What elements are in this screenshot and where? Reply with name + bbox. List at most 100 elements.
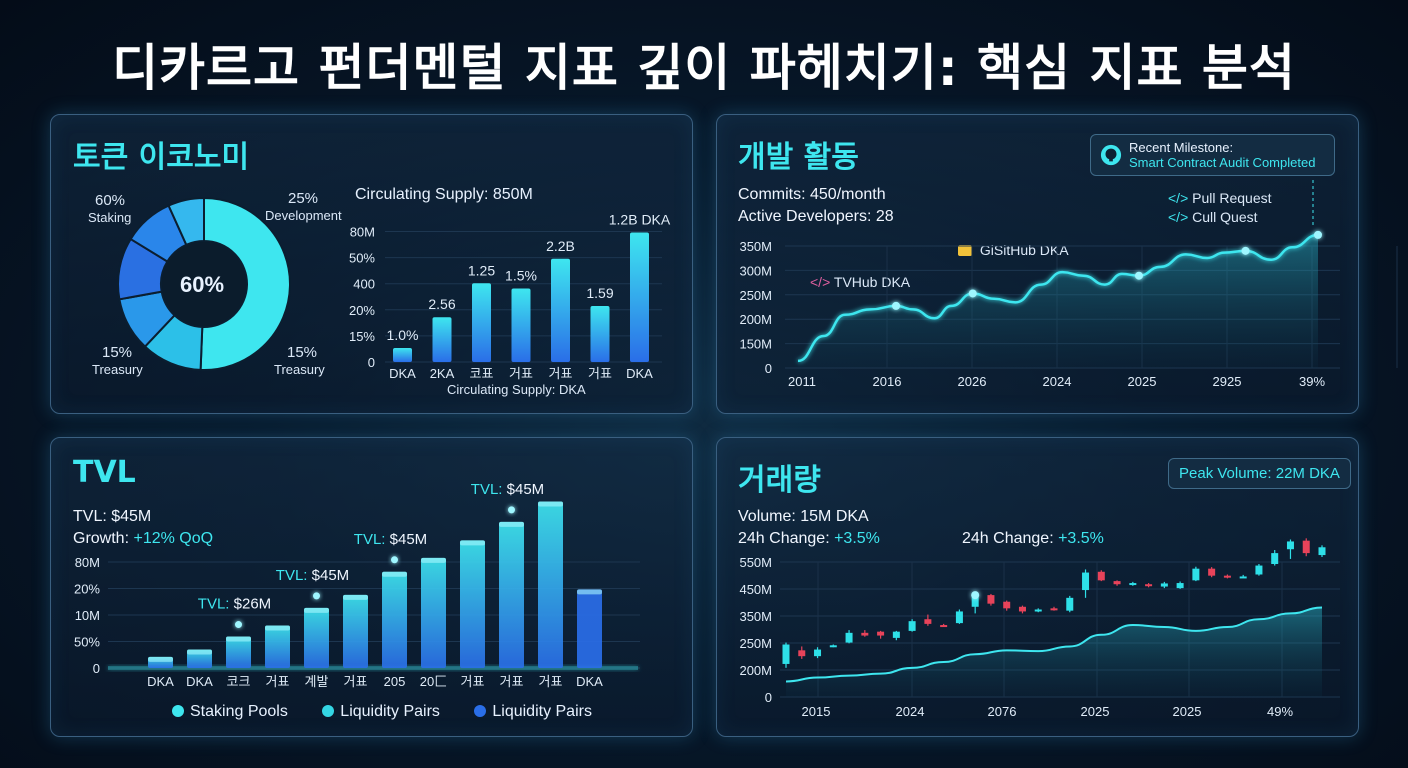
vol-candle-body (814, 649, 822, 657)
tvl-ytick-label: 20% (74, 582, 100, 597)
donut-label-development: Development (265, 208, 342, 223)
dev-xtick-label: 2011 (788, 374, 816, 389)
tvl-bar (421, 557, 446, 668)
vol-ytick-label: 350M (739, 609, 772, 624)
tvl-bar (265, 625, 290, 668)
token-panel-title: 토큰 이코노미 (73, 140, 250, 175)
vol-candle-body (1160, 583, 1168, 587)
dev-xtick-label: 2026 (958, 374, 987, 389)
supply-category-label: 거표 (588, 366, 612, 381)
supply-bar-label: 1.59 (586, 285, 613, 301)
vol-xtick-label: 2025 (1081, 704, 1110, 719)
vol-candle-body (892, 631, 900, 638)
tvl-stat: TVL: $45M (73, 508, 152, 525)
vol-xtick-label: 2015 (802, 704, 831, 719)
tvl-annotation-prefix: TVL: (354, 531, 390, 548)
donut-hole (162, 242, 246, 326)
cull-quest-label: Cull Quest (1192, 209, 1258, 225)
tvl-category-label: 거표 (500, 674, 524, 689)
tvl-baseline (108, 666, 638, 670)
vol-candle-body (971, 596, 979, 607)
tvl-legend: Staking Pools Liquidity Pairs Liquidity … (172, 703, 592, 721)
tvl-category-label: DKA (186, 674, 213, 689)
tvl-panel (50, 437, 693, 737)
tvhub-tag-label: TVHub DKA (833, 274, 911, 290)
tvl-annotation-prefix: TVL: (276, 567, 312, 584)
supply-category-label: 거표 (509, 366, 533, 381)
vol-candle-body (1113, 581, 1121, 585)
tvl-bar-cap (460, 540, 485, 546)
tvl-bar (382, 571, 407, 668)
tvl-category-label: 계발 (305, 674, 329, 689)
legend-dot-icon (474, 705, 487, 717)
change-label: 24h Change: (738, 530, 835, 547)
supply-bar-label: 1.0% (387, 327, 419, 343)
supply-bar-label: 1.2B DKA (609, 212, 671, 228)
vol-candle-body (1003, 601, 1011, 609)
donut-slice-staking (167, 196, 205, 247)
supply-label: Circulating Supply: 850M (355, 186, 533, 203)
vol-candle-body (1302, 540, 1310, 554)
tvl-bar-cap (187, 649, 212, 655)
growth-stat: Growth: +12% QoQ (73, 530, 213, 548)
tvl-annotation-dot (508, 506, 515, 514)
tvl-category-label: 거표 (266, 674, 290, 689)
supply-category-label: DKA (626, 366, 653, 381)
vol-candle-body (845, 632, 853, 643)
vol-candle-body (924, 619, 932, 624)
tvl-annotation-dot (235, 621, 242, 629)
tvl-annotation-label: TVL: $45M (354, 531, 427, 548)
tvl-annotation-value: $26M (234, 596, 272, 613)
vol-candle-body (940, 625, 948, 628)
tvl-bar-cap (343, 594, 368, 600)
vol-candle-body (1192, 568, 1200, 581)
donut-label-treasury-left: Treasury (92, 362, 143, 377)
supply-bar (432, 317, 452, 362)
vol-highlight-point (971, 591, 980, 600)
tvl-bar (499, 521, 524, 668)
dev-highlight-point (1241, 246, 1250, 255)
dev-ytick-label: 200M (739, 312, 772, 327)
tvl-annotation-label: TVL: $45M (276, 567, 349, 584)
donut-label-staking: Staking (88, 210, 132, 225)
dev-ytick-label: 300M (739, 263, 772, 278)
supply-bar-label: 1.25 (468, 262, 495, 278)
vol-xtick-label: 2024 (896, 704, 925, 719)
tvl-annotation-label: TVL: $45M (471, 481, 544, 498)
milestone-title: Recent Milestone: (1129, 140, 1234, 155)
tvl-bar (577, 589, 602, 668)
legend-item-staking-pools: Staking Pools (172, 703, 288, 720)
vol-ytick-label: 550M (739, 555, 772, 570)
vol-candle-body (829, 645, 837, 648)
tvl-bar-cap (421, 557, 446, 563)
growth-value: +12% QoQ (133, 530, 214, 547)
dev-highlight-point (1314, 230, 1322, 239)
pull-request-tag: </> Pull Request (1168, 190, 1272, 206)
tvl-bar (226, 636, 251, 668)
dev-xtick-label: 2016 (873, 374, 902, 389)
tvhub-tag: </> TVHub DKA (810, 274, 910, 290)
tvl-category-label: DKA (576, 674, 603, 689)
tvl-annotation-prefix: TVL: (198, 596, 234, 613)
tvl-category-label: 205 (384, 674, 406, 689)
folder-icon (958, 245, 972, 256)
supply-bar (511, 288, 531, 362)
supply-bar (590, 306, 610, 362)
tvl-bar-cap (304, 607, 329, 613)
supply-category-label: 거표 (549, 366, 573, 381)
supply-ytick-label: 15% (349, 329, 375, 344)
tvl-bar (538, 501, 563, 668)
vol-ytick-label: 450M (739, 582, 772, 597)
vol-ytick-label: 250M (739, 636, 772, 651)
legend-label: Staking Pools (190, 703, 288, 720)
tvl-annotation-prefix: TVL: (471, 481, 507, 498)
tvl-bar-cap (265, 625, 290, 631)
tvl-annotation-value: $45M (390, 531, 428, 548)
tvl-category-label: 거표 (539, 674, 563, 689)
vol-xtick-label: 2076 (988, 704, 1017, 719)
change-value: +3.5% (834, 530, 880, 547)
supply-ytick-label: 0 (368, 355, 375, 370)
